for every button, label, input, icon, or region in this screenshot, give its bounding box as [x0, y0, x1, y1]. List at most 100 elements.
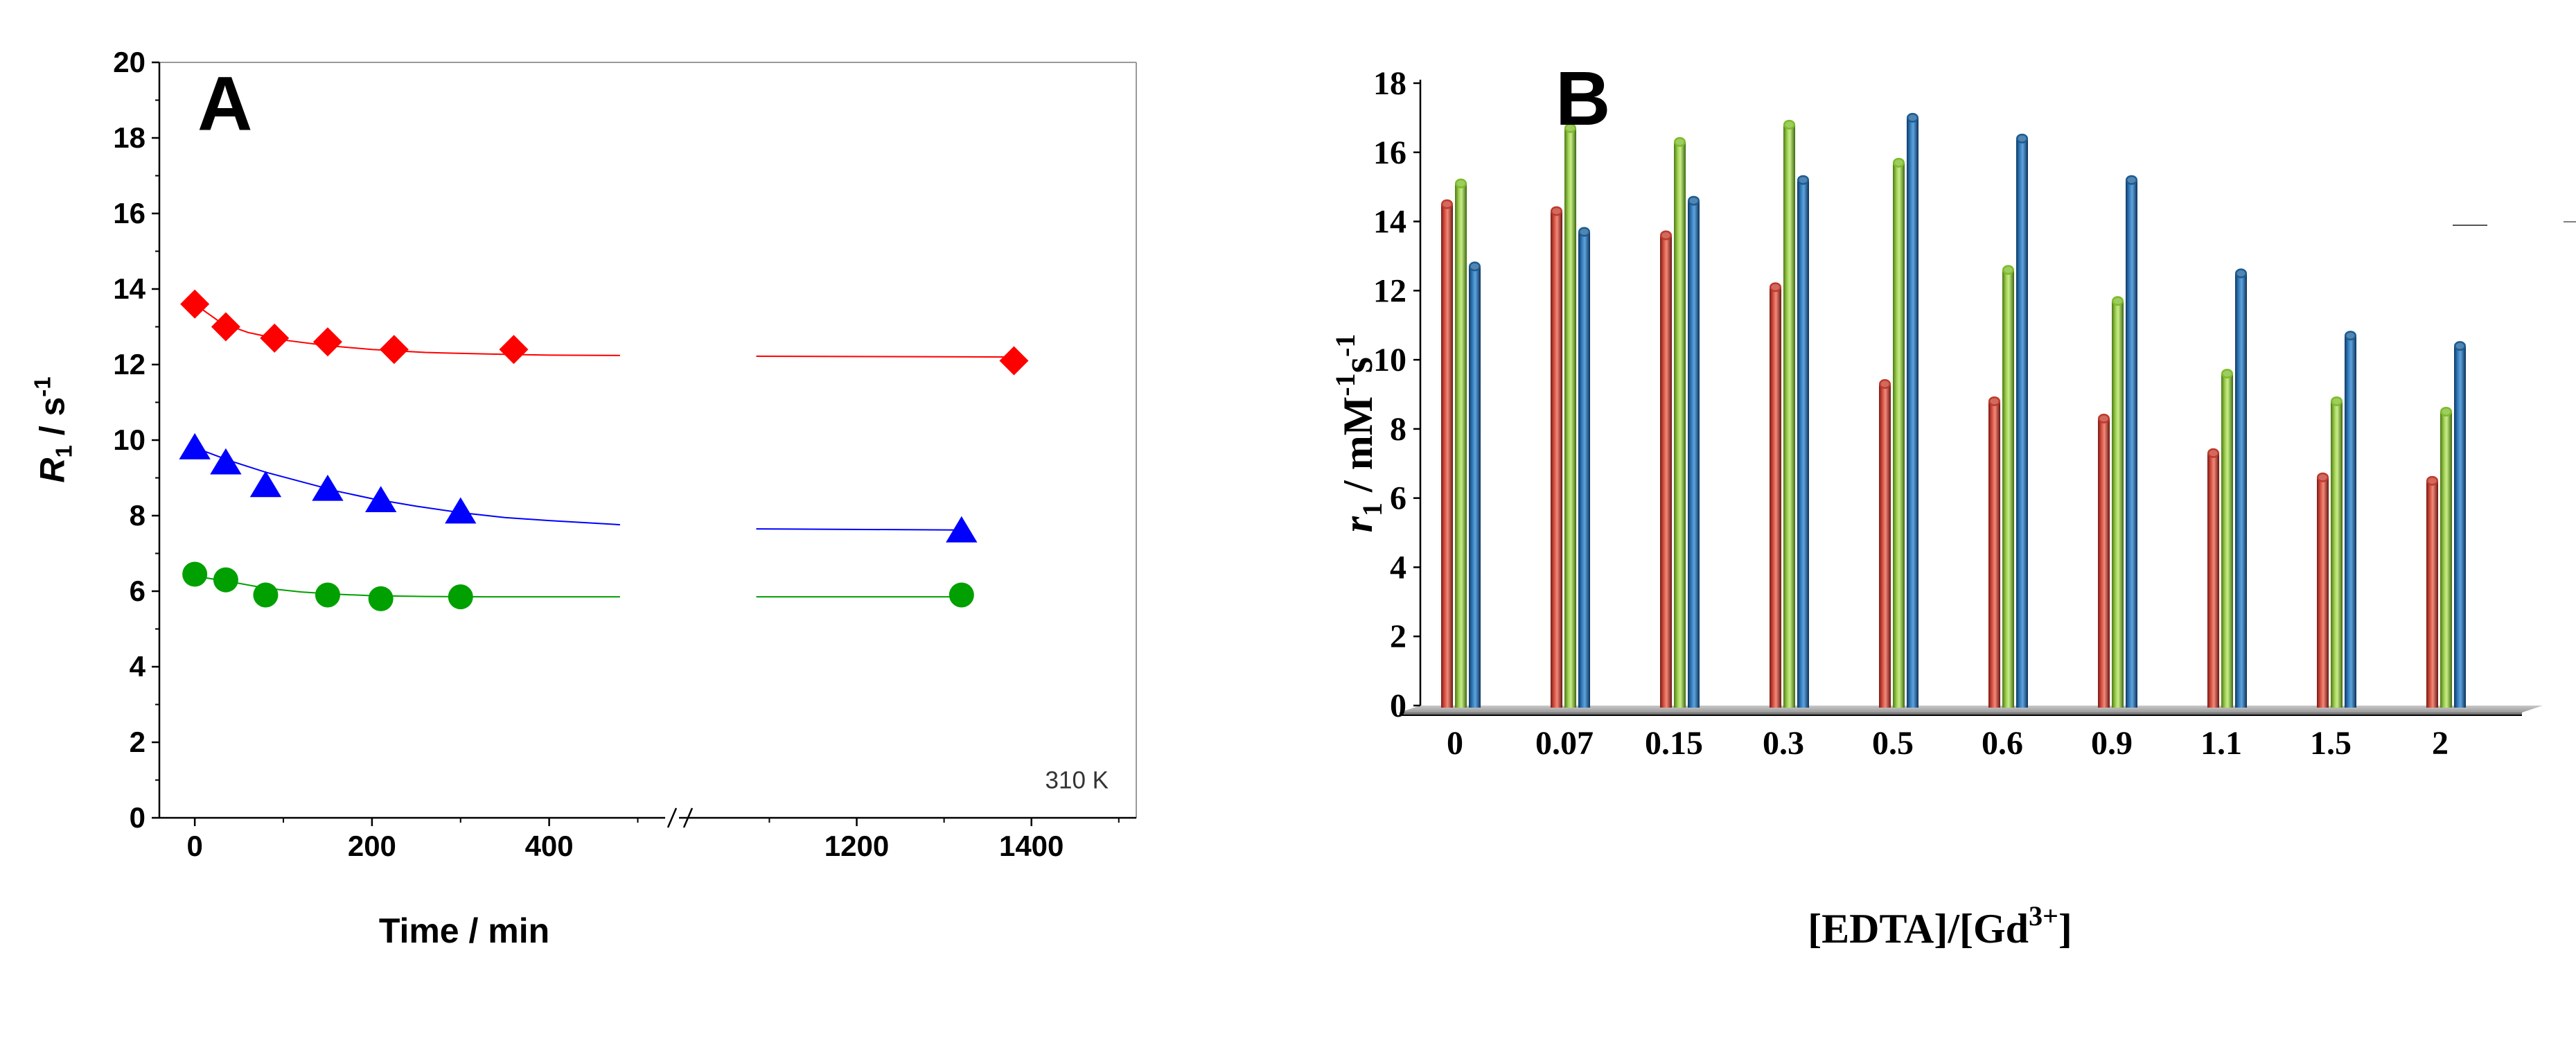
panel-a-marker-triangle: [210, 448, 242, 475]
panel-a-fit-line-green-circles: [194, 575, 620, 598]
panel-a-marker-triangle: [249, 471, 282, 498]
panel-b-bar-red: [1441, 204, 1453, 708]
panel-a-marker-circle: [213, 567, 238, 593]
panel-a-fit-line-blue-triangles: [194, 446, 620, 526]
panel-a-marker-circle: [949, 582, 974, 608]
panel-b-bar-cap-shine-blue: [2018, 135, 2027, 142]
panel-a-y-label-unit: / s: [33, 397, 72, 445]
panel-a-y-label-sub: 1: [51, 445, 77, 457]
panel-b-y-tick-label: 0: [1390, 688, 1406, 724]
panel-b-bar-red: [1988, 401, 2000, 708]
panel-b-bar-cap-green: [1564, 123, 1576, 133]
panel-a-x-tick-label: 1200: [824, 830, 889, 862]
panel-a-markers: [179, 289, 1029, 611]
panel-b-bar-green: [1455, 183, 1467, 708]
panel-b-bar-red: [2098, 418, 2110, 708]
panel-b-bar-cap-shine-green: [1894, 159, 1903, 166]
panel-b-y-label-mid: / mM: [1335, 396, 1381, 502]
panel-b-y-axis-label: r1 / mM-1s-1: [1330, 334, 1388, 533]
panel-a-x-tick-label: 0: [186, 830, 202, 862]
panel-a-marker-diamond: [379, 335, 409, 365]
panel-b-bar-cap-blue: [1688, 195, 1700, 206]
panel-b-bar-cap-shine-green: [2332, 398, 2341, 405]
panel-b-bar-green: [1783, 124, 1795, 708]
panel-b-bar-cap-green: [1783, 119, 1795, 130]
panel-b-bar-cap-shine-blue: [1689, 198, 1698, 204]
panel-b-bar-red: [2207, 453, 2219, 708]
panel-b-bar-cap-shine-red: [1552, 208, 1561, 215]
panel-b-x-tick-label: 0.15: [1645, 725, 1703, 762]
panel-b-y-tick-label: 18: [1373, 65, 1406, 102]
panel-b-bar-green: [2331, 401, 2343, 708]
panel-b-bar-cap-shine-blue: [1470, 263, 1479, 270]
panel-b-bar-cap-shine-red: [1771, 283, 1780, 290]
panel-a-label: A: [197, 62, 252, 147]
panel-a-marker-triangle: [312, 474, 344, 501]
panel-b-y-tick-label: 8: [1390, 411, 1406, 448]
panel-b-bar-cap-shine-blue: [2455, 342, 2464, 349]
panel-a-x-tick-label: 400: [525, 830, 574, 862]
panel-b-y-tick-label: 2: [1390, 618, 1406, 655]
panel-b-bar-cap-red: [1879, 379, 1891, 390]
panel-a-y-tick-label: 8: [130, 499, 145, 532]
panel-b-bar-cap-shine-green: [1785, 121, 1794, 128]
panel-b-bar-cap-blue: [1797, 175, 1809, 185]
panel-a-marker-circle: [448, 584, 473, 610]
panel-b-bar-cap-shine-red: [2209, 450, 2218, 457]
panel-b-bar-blue: [1688, 200, 1700, 708]
panel-b-bar-cap-shine-blue: [1799, 177, 1808, 184]
panel-a-y-tick-label: 16: [113, 197, 145, 229]
panel-a-marker-circle: [368, 586, 394, 611]
panel-b-x-label-sup: 3+: [2029, 900, 2058, 931]
panel-b-bar-cap-green: [2440, 406, 2452, 417]
panel-b-y-label-main: r: [1335, 516, 1381, 532]
panel-a: 0 2 4 6 8 10 12 14 16 18 20 0 200 400 1200 1400 A 310 …: [30, 46, 1137, 950]
panel-a-y-tick-label: 12: [113, 348, 145, 380]
panel-a-marker-triangle: [946, 516, 978, 543]
panel-b-bar-cap-shine-red: [2099, 415, 2108, 422]
panel-b-bar-cap-green: [1893, 157, 1905, 168]
panel-b-bar-cap-red: [2207, 448, 2219, 458]
panel-a-y-tick-labels: 0 2 4 6 8 10 12 14 16 18 20: [113, 46, 145, 834]
panel-b-bar-cap-blue: [1578, 227, 1590, 237]
panel-b-x-tick-label: 1.1: [2200, 725, 2242, 762]
panel-b-bar-cap-red: [1988, 396, 2000, 406]
panel-b-bar-cap-green: [1455, 178, 1467, 189]
panel-b-y-tick-label: 14: [1373, 204, 1406, 240]
panel-b-bar-cap-blue: [2235, 268, 2247, 279]
panel-b-bar-cap-shine-red: [1443, 201, 1452, 208]
panel-b-bars: [1441, 112, 2466, 708]
panel-a-y-label-main: R: [33, 458, 72, 483]
panel-b-label: B: [1555, 56, 1610, 141]
panel-b-x-tick-label: 0.9: [2091, 725, 2133, 762]
panel-b-bar-red: [2317, 477, 2329, 708]
panel-a-fit-line-red-diamonds: [756, 356, 1014, 358]
panel-a-x-tick-label: 1400: [999, 830, 1064, 862]
panel-a-marker-diamond: [999, 346, 1029, 376]
panel-b-y-tick-labels: 0 2 4 6 8 10 12 14 16 18: [1373, 65, 1406, 724]
panel-b-x-tick-labels: 0 0.07 0.15 0.3 0.5 0.6 0.9 1.1 1.5 2: [1447, 725, 2449, 762]
panel-b-bar-red: [1660, 235, 1672, 708]
panel-b-axes: [1400, 80, 2576, 716]
panel-b-bar-cap-red: [1770, 282, 1781, 292]
panel-b-bar-cap-shine-blue: [2346, 332, 2355, 339]
panel-b-bar-blue: [2454, 346, 2466, 708]
panel-b-bar-cap-shine-blue: [1908, 114, 1917, 121]
panel-a-y-tick-label: 20: [113, 46, 145, 78]
panel-b-bar-cap-green: [2331, 396, 2343, 406]
panel-b-bar-cap-green: [2112, 296, 2124, 306]
panel-b-x-label-main: [EDTA]/[Gd: [1808, 906, 2029, 952]
panel-a-marker-circle: [253, 582, 279, 608]
panel-b-y-label-sub: 1: [1357, 502, 1388, 516]
panel-b-bar-cap-blue: [2454, 341, 2466, 351]
panel-b-bar-cap-shine-green: [2223, 370, 2232, 377]
panel-b-x-tick-label: 2: [2432, 725, 2449, 762]
panel-b-bar-cap-shine-green: [1675, 139, 1684, 146]
panel-b-bar-cap-blue: [2016, 133, 2028, 143]
panel-a-fit-line-blue-triangles: [756, 528, 962, 531]
panel-b-bar-cap-shine-red: [2428, 478, 2437, 484]
panel-a-marker-diamond: [312, 327, 342, 357]
panel-b-bar-cap-shine-blue: [2127, 177, 2136, 184]
panel-a-marker-triangle: [445, 497, 477, 524]
